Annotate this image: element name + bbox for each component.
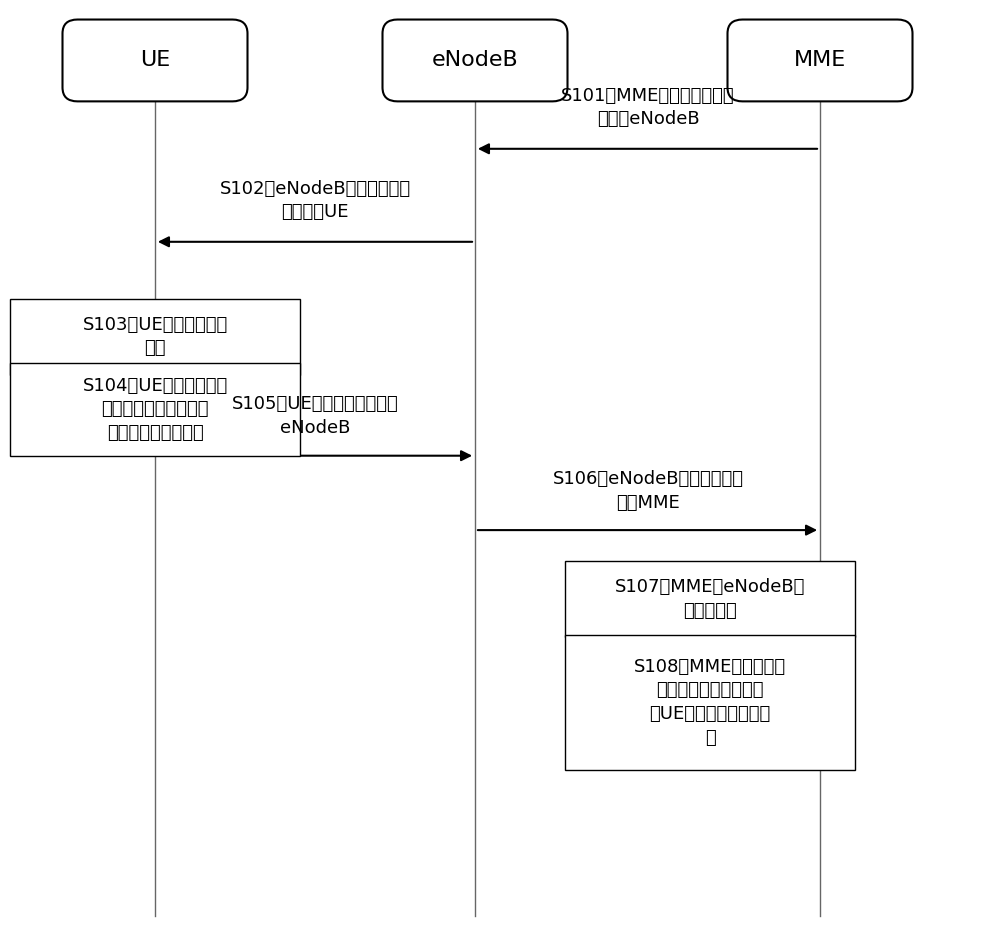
Text: S106、eNodeB将请求信息转
发给MME: S106、eNodeB将请求信息转 发给MME: [552, 470, 744, 512]
FancyBboxPatch shape: [10, 363, 300, 456]
Text: MME: MME: [794, 50, 846, 71]
Text: S108、MME对请求信息
进行鉴权以判断是否允
许UE接入对应的网络切
片: S108、MME对请求信息 进行鉴权以判断是否允 许UE接入对应的网络切 片: [634, 658, 786, 747]
Text: UE: UE: [140, 50, 170, 71]
FancyBboxPatch shape: [10, 299, 300, 375]
FancyBboxPatch shape: [62, 20, 248, 101]
Text: S103、UE接收网络切片
信息: S103、UE接收网络切片 信息: [82, 316, 228, 357]
Text: S105、UE将请求信息发送给
eNodeB: S105、UE将请求信息发送给 eNodeB: [232, 395, 398, 437]
Text: S102、eNodeB将网络切片信
息转发给UE: S102、eNodeB将网络切片信 息转发给UE: [219, 179, 411, 221]
Text: S104、UE根据网络切片
信息和自身的业务类型
选择对应的网络切片: S104、UE根据网络切片 信息和自身的业务类型 选择对应的网络切片: [82, 377, 228, 442]
FancyBboxPatch shape: [565, 561, 855, 637]
FancyBboxPatch shape: [727, 20, 912, 101]
Text: eNodeB: eNodeB: [432, 50, 518, 71]
Text: S101、MME将网络切片信息
发送给eNodeB: S101、MME将网络切片信息 发送给eNodeB: [561, 86, 735, 128]
FancyBboxPatch shape: [565, 635, 855, 770]
Text: S107、MME从eNodeB接
收请求信息: S107、MME从eNodeB接 收请求信息: [615, 578, 805, 619]
FancyBboxPatch shape: [382, 20, 567, 101]
